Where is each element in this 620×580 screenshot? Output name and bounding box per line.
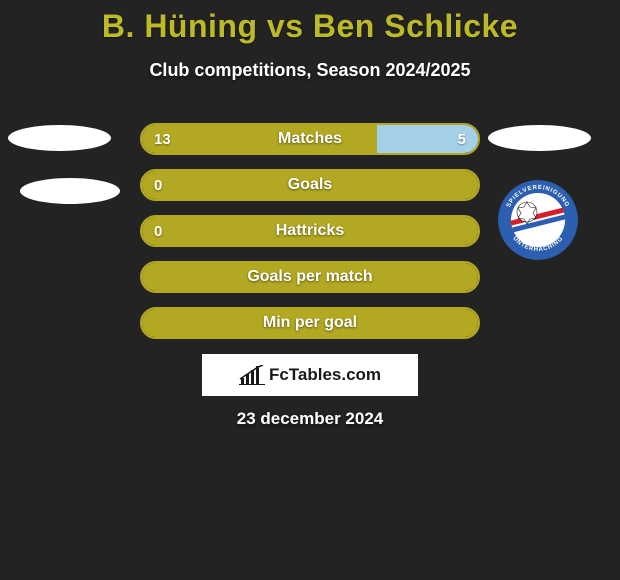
unterhaching-crest-icon: SPIELVEREINIGUNG UNTERHACHING — [498, 180, 578, 260]
watermark-box: FcTables.com — [202, 354, 418, 396]
page-title: B. Hüning vs Ben Schlicke — [0, 8, 620, 45]
stat-row-min-per-goal: Min per goal — [140, 307, 480, 339]
stat-row-hattricks: 0 Hattricks — [140, 215, 480, 247]
player-right-badge — [488, 125, 591, 151]
club-right-crest: SPIELVEREINIGUNG UNTERHACHING — [498, 180, 578, 260]
stat-row-goals: 0 Goals — [140, 169, 480, 201]
comparison-card: B. Hüning vs Ben Schlicke Club competiti… — [0, 0, 620, 580]
player-left-badge — [8, 125, 111, 151]
bar-chart-icon — [239, 365, 265, 385]
stat-label: Goals — [142, 171, 478, 199]
stat-row-goals-per-match: Goals per match — [140, 261, 480, 293]
stat-label: Matches — [142, 125, 478, 153]
date-label: 23 december 2024 — [0, 409, 620, 429]
watermark-text: FcTables.com — [269, 365, 381, 385]
stat-row-matches: 13 Matches 5 — [140, 123, 480, 155]
club-left-badge — [20, 178, 120, 204]
page-subtitle: Club competitions, Season 2024/2025 — [0, 60, 620, 81]
stat-value-right: 5 — [458, 125, 466, 153]
stat-label: Min per goal — [142, 309, 478, 337]
stat-label: Goals per match — [142, 263, 478, 291]
stat-label: Hattricks — [142, 217, 478, 245]
